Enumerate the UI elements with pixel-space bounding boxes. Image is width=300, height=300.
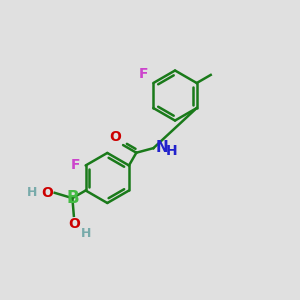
Text: F: F	[71, 158, 80, 172]
Text: O: O	[41, 186, 53, 200]
Text: B: B	[66, 189, 79, 207]
Text: H: H	[81, 227, 92, 240]
Text: H: H	[27, 186, 38, 199]
Text: O: O	[68, 217, 80, 231]
Text: N: N	[155, 140, 168, 155]
Text: H: H	[166, 144, 177, 158]
Text: F: F	[139, 67, 148, 81]
Text: O: O	[109, 130, 121, 144]
